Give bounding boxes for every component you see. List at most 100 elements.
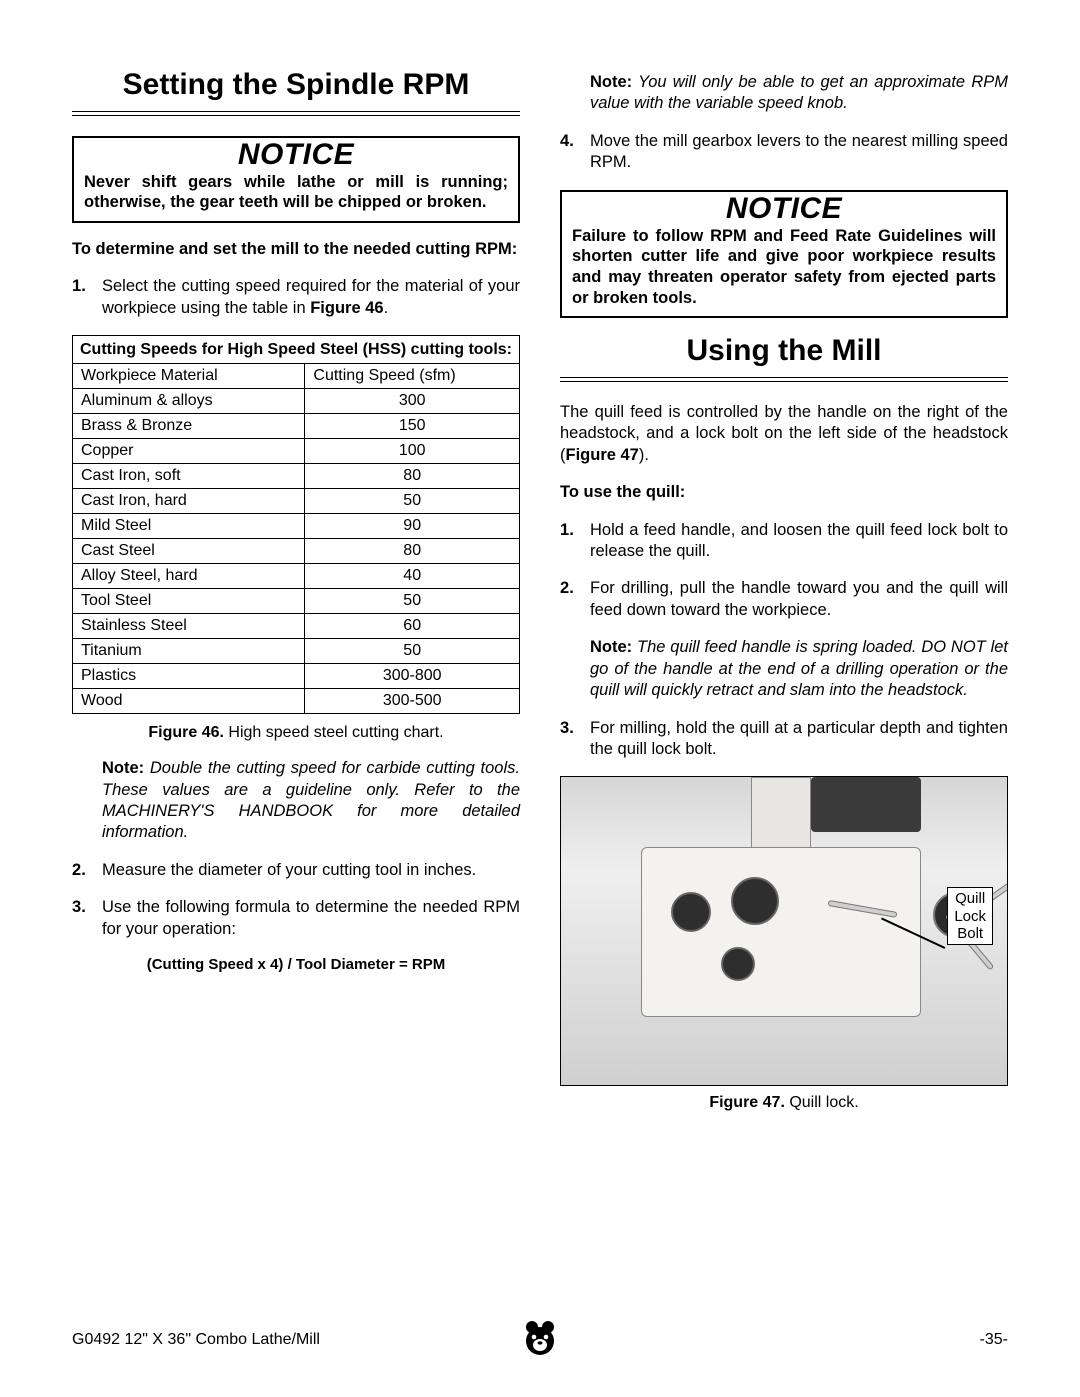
callout-text: QuillLockBolt — [954, 890, 986, 942]
note-label: Note: — [102, 759, 144, 777]
table-row: Tool Steel50 — [73, 589, 519, 614]
table-title: Cutting Speeds for High Speed Steel (HSS… — [73, 336, 519, 364]
cell-speed: 80 — [305, 539, 519, 564]
cell-speed: 50 — [305, 489, 519, 514]
instruction-heading: To determine and set the mill to the nee… — [72, 239, 520, 260]
cell-material: Titanium — [73, 639, 305, 664]
step-3: Use the following formula to determine t… — [72, 897, 520, 940]
notice-text: Failure to follow RPM and Feed Rate Guid… — [572, 226, 996, 309]
mill-body-shape — [641, 847, 921, 1017]
table-row: Cast Iron, soft80 — [73, 464, 519, 489]
quill-step-3: For milling, hold the quill at a particu… — [560, 718, 1008, 761]
cell-speed: 150 — [305, 414, 519, 439]
cutting-speed-table-wrap: Cutting Speeds for High Speed Steel (HSS… — [72, 335, 520, 714]
notice-box-gears: NOTICE Never shift gears while lathe or … — [72, 136, 520, 223]
heading-spindle-rpm: Setting the Spindle RPM — [72, 68, 520, 103]
table-row: Wood300-500 — [73, 689, 519, 714]
step-1: Select the cutting speed required for th… — [72, 276, 520, 319]
note-text: Double the cutting speed for carbide cut… — [102, 759, 520, 841]
cell-material: Cast Iron, soft — [73, 464, 305, 489]
figure-46-caption: Figure 46. High speed steel cutting char… — [72, 724, 520, 742]
cell-speed: 50 — [305, 589, 519, 614]
cell-speed: 40 — [305, 564, 519, 589]
mill-column-shape — [751, 777, 811, 857]
para-text-c: ). — [639, 446, 649, 464]
cell-material: Aluminum & alloys — [73, 389, 305, 414]
heading-rule — [560, 377, 1008, 382]
para-fig-ref: Figure 47 — [566, 446, 639, 464]
table-row: Titanium50 — [73, 639, 519, 664]
cell-speed: 60 — [305, 614, 519, 639]
table-row: Cast Iron, hard50 — [73, 489, 519, 514]
cell-material: Copper — [73, 439, 305, 464]
table-row: Stainless Steel60 — [73, 614, 519, 639]
cell-speed: 300 — [305, 389, 519, 414]
note-label: Note: — [590, 73, 632, 91]
page-columns: Setting the Spindle RPM NOTICE Never shi… — [72, 68, 1008, 1128]
notice-label: NOTICE — [84, 140, 508, 170]
cell-speed: 300-800 — [305, 664, 519, 689]
fig-caption-text: High speed steel cutting chart. — [224, 724, 444, 741]
quill-step-2: For drilling, pull the handle toward you… — [560, 578, 1008, 621]
table-row: Cast Steel80 — [73, 539, 519, 564]
heading-rule — [72, 111, 520, 116]
cell-material: Stainless Steel — [73, 614, 305, 639]
callout-quill-lock-bolt: QuillLockBolt — [947, 887, 993, 945]
cell-material: Brass & Bronze — [73, 414, 305, 439]
steps-list-left: Select the cutting speed required for th… — [72, 276, 520, 319]
figure-47-image: QuillLockBolt — [560, 776, 1008, 1086]
cell-speed: 100 — [305, 439, 519, 464]
fig-label: Figure 47. — [709, 1094, 785, 1111]
table-row: Copper100 — [73, 439, 519, 464]
table-row: Plastics300-800 — [73, 664, 519, 689]
cell-speed: 80 — [305, 464, 519, 489]
fig-caption-text: Quill lock. — [785, 1094, 859, 1111]
cell-speed: 300-500 — [305, 689, 519, 714]
note-approx-rpm: Note: You will only be able to get an ap… — [560, 72, 1008, 115]
cell-material: Cast Steel — [73, 539, 305, 564]
table-row: Alloy Steel, hard40 — [73, 564, 519, 589]
step-2: Measure the diameter of your cutting too… — [72, 860, 520, 881]
right-column: Note: You will only be able to get an ap… — [560, 68, 1008, 1128]
note-spring-loaded: Note: The quill feed handle is spring lo… — [560, 637, 1008, 701]
heading-using-mill: Using the Mill — [560, 334, 1008, 369]
col-header-material: Workpiece Material — [73, 364, 305, 389]
table-row: Brass & Bronze150 — [73, 414, 519, 439]
cell-material: Tool Steel — [73, 589, 305, 614]
cell-material: Cast Iron, hard — [73, 489, 305, 514]
notice-label: NOTICE — [572, 194, 996, 224]
bear-logo-icon — [520, 1317, 560, 1357]
rpm-formula: (Cutting Speed x 4) / Tool Diameter = RP… — [72, 956, 520, 973]
note-label: Note: — [590, 638, 632, 656]
mill-motor-shape — [811, 777, 921, 832]
fig-label: Figure 46. — [148, 724, 224, 741]
table-row: Aluminum & alloys300 — [73, 389, 519, 414]
col-header-speed: Cutting Speed (sfm) — [305, 364, 519, 389]
quill-steps-cont: For milling, hold the quill at a particu… — [560, 718, 1008, 761]
cell-material: Alloy Steel, hard — [73, 564, 305, 589]
step-4: Move the mill gearbox levers to the near… — [560, 131, 1008, 174]
steps-list-right-top: Move the mill gearbox levers to the near… — [560, 131, 1008, 174]
cutting-speed-table: Workpiece Material Cutting Speed (sfm) A… — [73, 364, 519, 713]
quill-steps: Hold a feed handle, and loosen the quill… — [560, 520, 1008, 622]
steps-list-left-cont: Measure the diameter of your cutting too… — [72, 860, 520, 940]
note-text: The quill feed handle is spring loaded. … — [590, 638, 1008, 699]
note-text: You will only be able to get an approxim… — [590, 73, 1008, 112]
footer-model: G0492 12" X 36" Combo Lathe/Mill — [72, 1331, 320, 1349]
cell-material: Plastics — [73, 664, 305, 689]
notice-text: Never shift gears while lathe or mill is… — [84, 172, 508, 213]
table-header-row: Workpiece Material Cutting Speed (sfm) — [73, 364, 519, 389]
figure-47-caption: Figure 47. Quill lock. — [560, 1094, 1008, 1112]
left-column: Setting the Spindle RPM NOTICE Never shi… — [72, 68, 520, 1128]
quill-intro-para: The quill feed is controlled by the hand… — [560, 402, 1008, 466]
instruction-heading-quill: To use the quill: — [560, 482, 1008, 503]
table-row: Mild Steel90 — [73, 514, 519, 539]
footer-page-number: -35- — [980, 1331, 1008, 1349]
cell-speed: 90 — [305, 514, 519, 539]
notice-box-guidelines: NOTICE Failure to follow RPM and Feed Ra… — [560, 190, 1008, 319]
quill-step-1: Hold a feed handle, and loosen the quill… — [560, 520, 1008, 563]
note-carbide: Note: Double the cutting speed for carbi… — [72, 758, 520, 844]
step-1-fig-ref: Figure 46 — [310, 299, 383, 317]
step-1-text-c: . — [384, 299, 389, 317]
cell-material: Mild Steel — [73, 514, 305, 539]
